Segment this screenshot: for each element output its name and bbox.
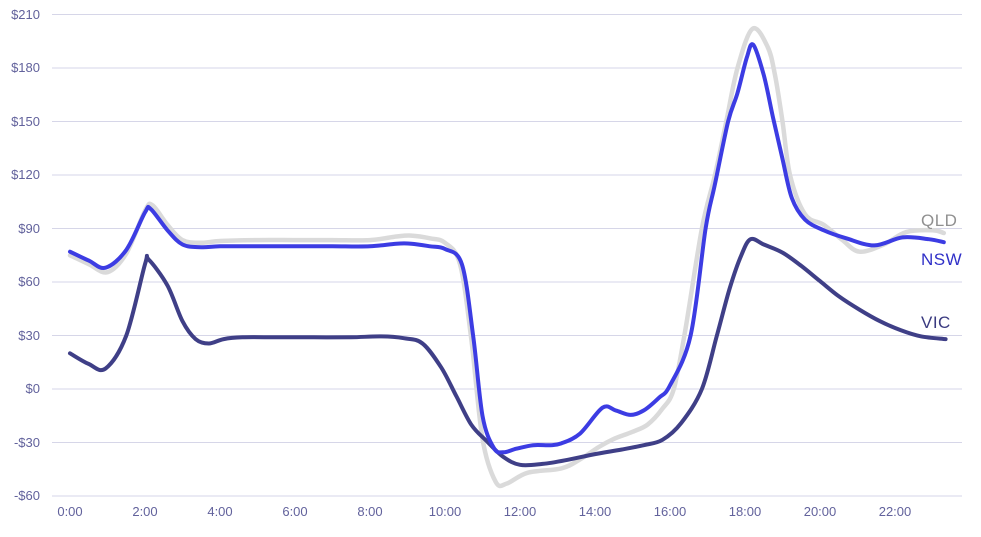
y-axis-tick-label: -$30 — [13, 434, 40, 450]
y-axis-tick-label: -$60 — [13, 488, 40, 503]
y-axis-tick-label: $150 — [11, 113, 40, 129]
x-axis-tick-label: 4:00 — [207, 504, 233, 519]
x-axis-tick-label: 22:00 — [878, 504, 912, 519]
x-axis-tick-label: 14:00 — [578, 504, 612, 519]
x-axis-tick-label: 6:00 — [282, 504, 308, 519]
y-axis-tick-label: $0 — [25, 381, 40, 396]
series-line-nsw — [68, 42, 946, 455]
series-label-qld: QLD — [921, 210, 958, 230]
y-axis-tick-label: $210 — [11, 6, 40, 22]
series-label-vic: VIC — [921, 313, 951, 333]
y-axis-tick-label: $60 — [18, 274, 40, 289]
series-line-qld — [67, 25, 947, 489]
x-axis-tick-label: 18:00 — [728, 504, 762, 519]
x-axis-tick-label: 20:00 — [803, 504, 837, 519]
series-line-vic — [68, 236, 948, 468]
y-axis-tick-label: $120 — [11, 167, 40, 182]
series-label-nsw: NSW — [921, 250, 963, 270]
x-axis-tick-label: 12:00 — [503, 504, 537, 519]
x-axis-tick-label: 8:00 — [357, 504, 383, 519]
x-axis-tick-label: 16:00 — [653, 504, 687, 519]
y-axis-tick-label: $180 — [11, 60, 40, 75]
x-axis-tick-label: 2:00 — [132, 504, 158, 519]
x-axis-tick-label: 10:00 — [428, 504, 462, 519]
y-axis-tick-label: $30 — [18, 327, 40, 343]
x-axis-tick-label: 0:00 — [57, 504, 83, 519]
y-axis-tick-label: $90 — [18, 220, 40, 236]
